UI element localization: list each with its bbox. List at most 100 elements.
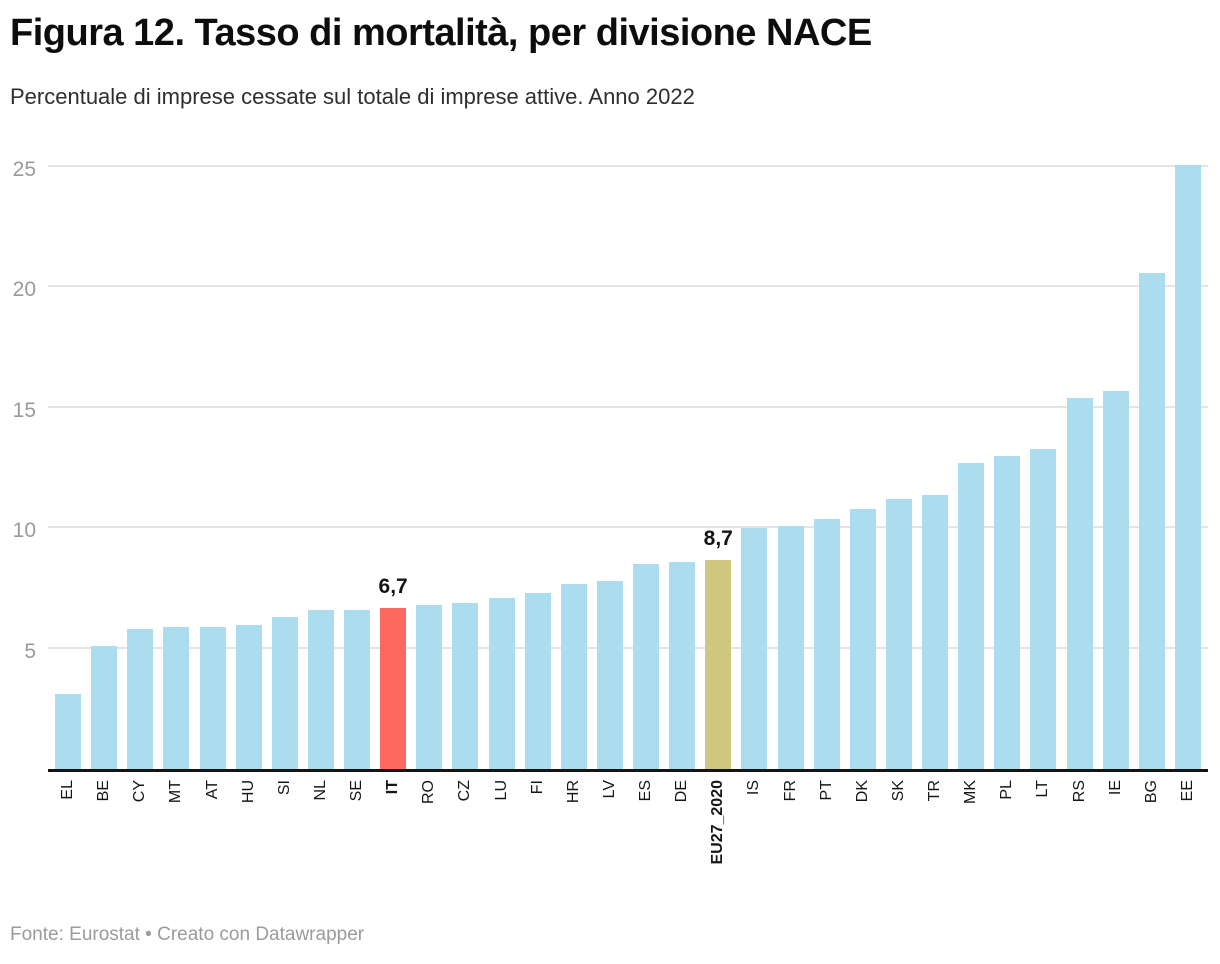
x-tick-label-IE: IE <box>1106 780 1124 796</box>
x-tick-EU27_2020: EU27_2020 <box>705 780 731 865</box>
x-tick-CY: CY <box>127 780 153 865</box>
x-tick-label-LU: LU <box>492 780 510 801</box>
bar-SE <box>344 610 370 769</box>
y-tick-label-25: 25 <box>12 158 36 181</box>
x-tick-label-IT: IT <box>384 780 402 795</box>
x-tick-label-MK: MK <box>962 780 980 804</box>
bar-NL <box>307 610 334 769</box>
x-tick-label-FR: FR <box>781 780 799 802</box>
y-tick-label-5: 5 <box>24 639 36 663</box>
x-tick-label-LV: LV <box>600 780 618 799</box>
x-tick-FI: FI <box>525 780 551 865</box>
x-tick-DK: DK <box>850 780 876 865</box>
bar-TR <box>922 494 948 769</box>
bar-BG <box>1138 272 1165 769</box>
x-tick-PT: PT <box>814 780 840 865</box>
bar-IT: 6,7 <box>379 575 408 769</box>
x-tick-label-RO: RO <box>420 780 438 804</box>
y-tick-label-10: 10 <box>12 519 36 543</box>
x-tick-label-LT: LT <box>1034 780 1052 798</box>
bar-SI <box>271 617 298 769</box>
gridline-15 <box>48 405 1208 408</box>
x-tick-label-RS: RS <box>1070 780 1088 803</box>
x-tick-label-HU: HU <box>239 780 257 804</box>
bar-series: 6,7 8,7 <box>48 160 1208 769</box>
x-tick-label-PT: PT <box>817 780 835 801</box>
x-tick-label-TR: TR <box>926 780 943 802</box>
bar-EL <box>55 694 81 769</box>
x-tick-LU: LU <box>489 780 515 865</box>
plot-area: 6,7 8,7 <box>48 160 1208 772</box>
x-tick-label-AT: AT <box>203 780 221 800</box>
bar-LT <box>1030 448 1057 769</box>
x-tick-SK: SK <box>886 780 912 865</box>
gridline-10 <box>48 526 1208 529</box>
x-tick-MK: MK <box>958 780 984 865</box>
y-tick-label-15: 15 <box>12 398 36 422</box>
x-tick-LT: LT <box>1030 780 1056 865</box>
x-tick-label-FI: FI <box>528 780 546 795</box>
x-tick-IT: IT <box>380 780 406 865</box>
x-tick-label-BG: BG <box>1142 780 1160 804</box>
x-tick-RS: RS <box>1067 780 1093 865</box>
x-tick-ES: ES <box>633 780 659 865</box>
x-tick-NL: NL <box>308 780 334 865</box>
chart-title: Figura 12. Tasso di mortalità, per divis… <box>10 12 872 54</box>
x-tick-LV: LV <box>597 780 623 865</box>
bar-RO <box>416 605 443 769</box>
x-tick-label-CZ: CZ <box>456 780 474 802</box>
x-tick-AT: AT <box>200 780 226 865</box>
x-tick-label-NL: NL <box>311 780 329 801</box>
x-tick-HU: HU <box>236 780 262 865</box>
x-tick-label-CY: CY <box>131 780 149 803</box>
x-axis: EL BE CY MT AT HU SI NL SE IT RO CZ LU FI HR LV ES DE EU27… <box>48 780 1208 865</box>
x-tick-label-IS: IS <box>745 780 763 796</box>
bar-MK <box>958 463 985 769</box>
y-axis: 5 10 15 20 25 <box>0 158 38 772</box>
x-tick-label-SI: SI <box>275 780 293 796</box>
bar-MT <box>163 626 190 769</box>
bar-FR <box>777 525 804 769</box>
x-tick-HR: HR <box>561 780 587 865</box>
x-tick-label-DK: DK <box>853 780 871 803</box>
bar-EE <box>1174 164 1201 769</box>
x-tick-label-EU27_2020: EU27_2020 <box>709 780 727 865</box>
bar-LV <box>596 581 623 769</box>
bar-CZ <box>452 602 479 769</box>
x-tick-label-EL: EL <box>59 780 76 800</box>
x-tick-DE: DE <box>669 780 695 865</box>
bar-EU27_2020: 8,7 <box>704 527 733 769</box>
bar-ES <box>633 564 659 769</box>
x-tick-IS: IS <box>741 780 767 865</box>
bar-IE <box>1102 390 1129 769</box>
chart-subtitle: Percentuale di imprese cessate sul total… <box>10 84 695 109</box>
x-tick-IE: IE <box>1103 780 1129 865</box>
x-tick-TR: TR <box>922 780 948 865</box>
x-tick-EE: EE <box>1175 780 1201 865</box>
x-tick-CZ: CZ <box>452 780 478 865</box>
bar-AT <box>199 626 226 769</box>
x-tick-BG: BG <box>1139 780 1165 865</box>
gridline-25 <box>48 165 1208 167</box>
x-tick-label-BE: BE <box>95 780 113 802</box>
x-tick-label-PL: PL <box>998 780 1016 800</box>
bar-HR <box>560 583 587 769</box>
x-tick-label-DE: DE <box>673 780 691 803</box>
x-tick-BE: BE <box>91 780 117 865</box>
x-tick-label-SE: SE <box>348 780 365 802</box>
bar-CY <box>127 629 154 769</box>
bar-DE <box>669 561 696 769</box>
x-tick-SE: SE <box>344 780 370 865</box>
bar-RS <box>1066 398 1093 769</box>
bar-PL <box>994 455 1021 769</box>
x-tick-label-MT: MT <box>167 780 185 804</box>
x-tick-EL: EL <box>55 780 81 865</box>
x-tick-SI: SI <box>272 780 298 865</box>
gridline-5 <box>48 646 1208 649</box>
x-tick-label-EE: EE <box>1178 780 1196 802</box>
x-tick-label-HR: HR <box>564 780 582 804</box>
bar-BE <box>91 646 118 769</box>
x-tick-FR: FR <box>778 780 804 865</box>
bar-FI <box>524 593 551 769</box>
chart-footer: Fonte: Eurostat • Creato con Datawrapper <box>10 924 365 945</box>
